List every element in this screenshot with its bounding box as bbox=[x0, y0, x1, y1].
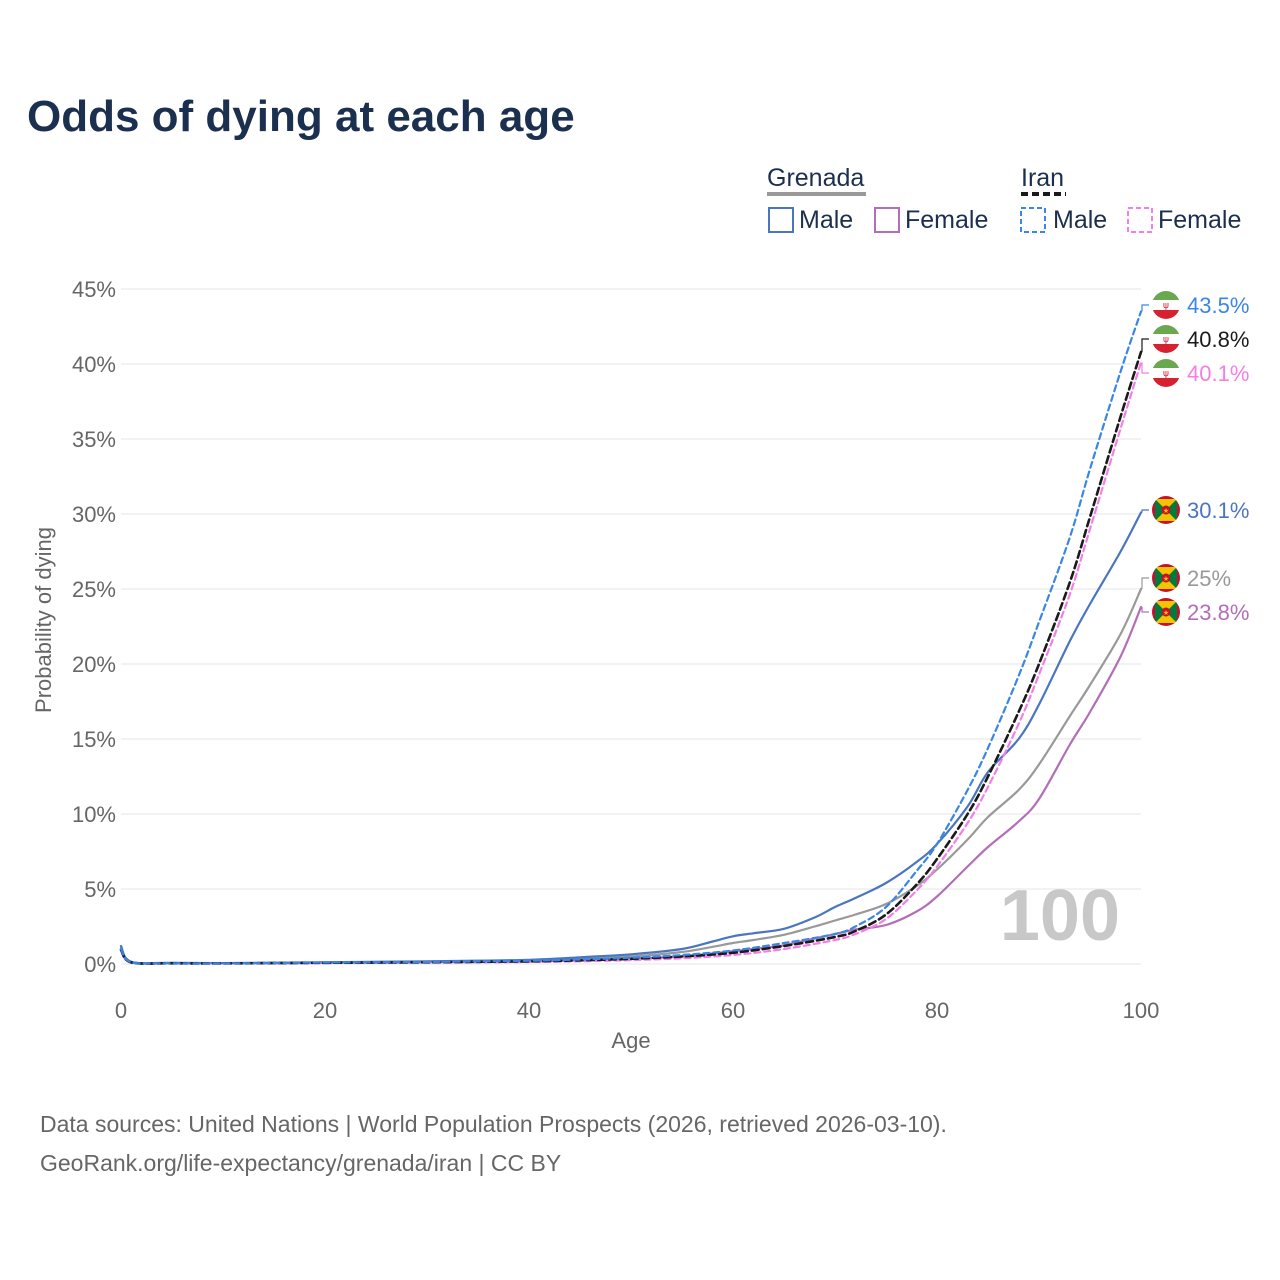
end-labels: 25% 23.8% 30.1% 40.1% 40.8% 43.5% bbox=[1141, 290, 1249, 627]
y-axis-ticks: 0% 5% 10% 15% 20% 25% 30% 35% 40% 45% bbox=[72, 277, 116, 977]
grenada-flag-icon bbox=[1151, 495, 1181, 525]
y-tick-label-30: 30% bbox=[72, 502, 116, 527]
legend: Grenada Iran Male Female Male Female bbox=[767, 164, 1241, 234]
series-line-iran-male[interactable] bbox=[119, 310, 1143, 965]
y-axis-title: Probability of dying bbox=[31, 527, 56, 713]
end-label-grenada-male: 30.1% bbox=[1187, 498, 1249, 523]
legend-grenada-female-label: Female bbox=[905, 206, 988, 234]
legend-iran-male-label: Male bbox=[1053, 206, 1107, 234]
x-tick-label-100: 100 bbox=[1123, 998, 1160, 1023]
end-label-grenada-female: 23.8% bbox=[1187, 600, 1249, 625]
y-tick-label-35: 35% bbox=[72, 427, 116, 452]
end-connector-iran-male bbox=[1141, 304, 1149, 312]
legend-iran-title: Iran bbox=[1021, 164, 1064, 192]
series-line-iran-total[interactable] bbox=[119, 350, 1143, 965]
y-tick-label-0: 0% bbox=[84, 952, 116, 977]
end-connector-grenada-male bbox=[1141, 509, 1149, 513]
legend-iran-male-swatch[interactable] bbox=[1020, 207, 1046, 233]
end-connector-iran-total bbox=[1141, 338, 1149, 352]
x-tick-label-80: 80 bbox=[925, 998, 949, 1023]
iran-flag-icon bbox=[1151, 324, 1181, 354]
y-tick-label-45: 45% bbox=[72, 277, 116, 302]
end-connector-grenada-total bbox=[1141, 577, 1149, 589]
end-label-grenada-total: 25% bbox=[1187, 566, 1231, 591]
gridlines bbox=[121, 288, 1141, 965]
y-tick-label-40: 40% bbox=[72, 352, 116, 377]
iran-flag-icon bbox=[1151, 290, 1181, 320]
series-line-grenada-male[interactable] bbox=[119, 511, 1143, 965]
legend-grenada-male-swatch[interactable] bbox=[768, 207, 794, 233]
y-tick-label-10: 10% bbox=[72, 802, 116, 827]
end-label-iran-total: 40.8% bbox=[1187, 327, 1249, 352]
x-tick-label-40: 40 bbox=[517, 998, 541, 1023]
y-tick-label-25: 25% bbox=[72, 577, 116, 602]
end-connector-grenada-female bbox=[1141, 607, 1149, 613]
legend-grenada-title: Grenada bbox=[767, 164, 864, 192]
end-label-iran-male: 43.5% bbox=[1187, 293, 1249, 318]
grenada-flag-icon bbox=[1151, 563, 1181, 593]
y-tick-label-5: 5% bbox=[84, 877, 116, 902]
legend-iran-female-label: Female bbox=[1158, 206, 1241, 234]
y-tick-label-20: 20% bbox=[72, 652, 116, 677]
iran-flag-icon bbox=[1151, 358, 1181, 388]
x-axis-ticks: 0 20 40 60 80 100 bbox=[115, 998, 1159, 1023]
grenada-flag-icon bbox=[1151, 597, 1181, 627]
series-line-iran-female[interactable] bbox=[119, 361, 1143, 965]
x-tick-label-20: 20 bbox=[313, 998, 337, 1023]
x-axis-title: Age bbox=[611, 1028, 650, 1053]
y-tick-label-15: 15% bbox=[72, 727, 116, 752]
legend-grenada-female-swatch[interactable] bbox=[874, 207, 900, 233]
x-tick-label-60: 60 bbox=[721, 998, 745, 1023]
watermark-age: 100 bbox=[1000, 876, 1120, 956]
legend-iran-female-swatch[interactable] bbox=[1127, 207, 1153, 233]
end-label-iran-female: 40.1% bbox=[1187, 361, 1249, 386]
x-tick-label-0: 0 bbox=[115, 998, 127, 1023]
source-line-1: Data sources: United Nations | World Pop… bbox=[40, 1111, 947, 1137]
source-line-2[interactable]: GeoRank.org/life-expectancy/grenada/iran… bbox=[40, 1150, 561, 1176]
legend-grenada-male-label: Male bbox=[799, 206, 853, 234]
end-connector-iran-female bbox=[1141, 362, 1149, 374]
page-title: Odds of dying at each age bbox=[27, 92, 575, 141]
series-lines bbox=[119, 310, 1143, 965]
